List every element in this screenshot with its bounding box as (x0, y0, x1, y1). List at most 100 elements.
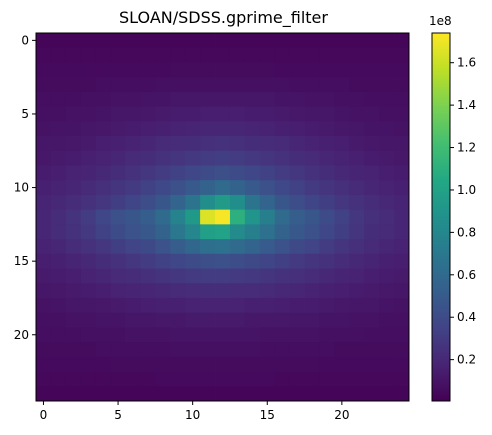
heatmap-cell (379, 209, 395, 225)
heatmap-cell (304, 150, 320, 166)
heatmap-cell (274, 312, 291, 328)
heatmap-cell (50, 47, 67, 63)
heatmap-cell (155, 209, 171, 225)
heatmap-cell (289, 150, 305, 166)
heatmap-cell (95, 386, 111, 402)
heatmap-cell (244, 253, 261, 269)
heatmap-cell (259, 180, 276, 196)
heatmap-cell (289, 342, 305, 358)
heatmap-cell (170, 165, 186, 181)
heatmap-cell (185, 239, 201, 255)
plot-frame (35, 32, 410, 402)
heatmap-cell (125, 33, 141, 49)
heatmap-cell (319, 253, 335, 269)
heatmap-cell (95, 224, 111, 240)
heatmap-cell (185, 209, 201, 225)
heatmap-cell (229, 239, 246, 255)
heatmap-cell (364, 342, 380, 358)
heatmap-cell (349, 91, 365, 107)
heatmap-cell (125, 253, 141, 269)
heatmap-cell (259, 327, 276, 343)
heatmap-cell (185, 386, 201, 402)
heatmap-cell (274, 283, 291, 299)
heatmap-cell (229, 165, 246, 181)
heatmap-cell (50, 297, 67, 314)
heatmap-cell (185, 297, 201, 314)
heatmap-cell (125, 268, 141, 284)
heatmap-cell (125, 121, 141, 137)
heatmap-cell (170, 47, 186, 63)
heatmap-cell (140, 371, 156, 387)
heatmap-cell (334, 371, 350, 387)
heatmap-cell (95, 77, 111, 93)
x-tick-label: 15 (260, 408, 275, 422)
heatmap-cell (379, 194, 395, 211)
heatmap-cell (50, 253, 67, 269)
heatmap-cell (394, 77, 410, 93)
heatmap-cell (170, 239, 186, 255)
heatmap-cell (200, 136, 216, 152)
heatmap-cell (334, 386, 350, 402)
heatmap-cell (80, 297, 97, 314)
heatmap-cell (80, 327, 97, 343)
heatmap-cell (125, 180, 141, 196)
heatmap-cell (65, 268, 82, 284)
heatmap-cell (110, 224, 126, 240)
heatmap-cell (36, 121, 52, 137)
heatmap-cell (50, 150, 67, 166)
heatmap-cell (200, 209, 216, 225)
heatmap-cell (215, 165, 231, 181)
heatmap-cell (125, 194, 141, 211)
heatmap-cell (200, 165, 216, 181)
heatmap-cell (185, 91, 201, 107)
heatmap-cell (304, 371, 320, 387)
heatmap-cell (394, 327, 410, 343)
heatmap-cell (110, 327, 126, 343)
heatmap-cell (95, 371, 111, 387)
heatmap-cell (36, 136, 52, 152)
heatmap-cell (185, 224, 201, 240)
heatmap-cell (274, 106, 291, 122)
heatmap-cell (36, 268, 52, 284)
heatmap-cell (155, 239, 171, 255)
heatmap-cell (349, 327, 365, 343)
heatmap-cell (215, 47, 231, 63)
heatmap-cell (364, 194, 380, 211)
heatmap-cell (65, 150, 82, 166)
heatmap-cell (110, 194, 126, 211)
heatmap-cell (50, 106, 67, 122)
heatmap-cell (125, 209, 141, 225)
heatmap-cell (185, 165, 201, 181)
heatmap-cell (125, 239, 141, 255)
heatmap-cell (215, 150, 231, 166)
heatmap-cell (364, 136, 380, 152)
heatmap-cell (155, 77, 171, 93)
heatmap-cell (170, 342, 186, 358)
heatmap-cell (259, 47, 276, 63)
heatmap-cell (95, 327, 111, 343)
heatmap-cell (36, 180, 52, 196)
heatmap-cell (200, 180, 216, 196)
heatmap-cell (155, 180, 171, 196)
heatmap-cell (155, 150, 171, 166)
heatmap-cell (274, 33, 291, 49)
heatmap-cell (244, 180, 261, 196)
heatmap-cell (185, 312, 201, 328)
heatmap-cell (95, 62, 111, 78)
heatmap-cell (65, 371, 82, 387)
heatmap-cell (185, 342, 201, 358)
heatmap-cell (200, 224, 216, 240)
heatmap-cell (185, 194, 201, 211)
heatmap-cell (155, 224, 171, 240)
heatmap-cell (349, 62, 365, 78)
heatmap-cell (289, 312, 305, 328)
heatmap-cell (185, 47, 201, 63)
heatmap-cell (50, 136, 67, 152)
heatmap-cell (125, 386, 141, 402)
heatmap-cell (349, 33, 365, 49)
heatmap-cell (110, 106, 126, 122)
heatmap-cell (334, 77, 350, 93)
heatmap-cell (349, 209, 365, 225)
heatmap-cell (304, 194, 320, 211)
heatmap-cell (170, 371, 186, 387)
